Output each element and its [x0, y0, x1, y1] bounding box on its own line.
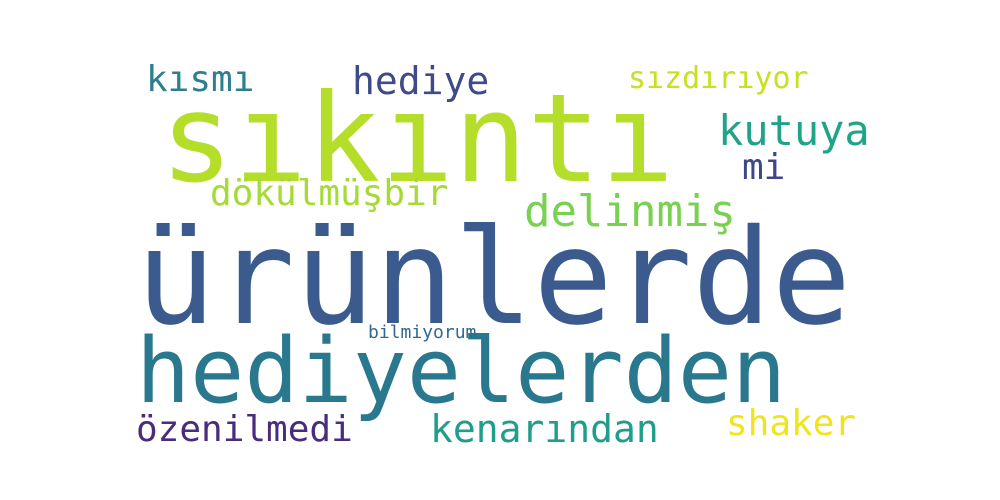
word-dokulmusbir: dökülmüşbir: [210, 173, 449, 214]
word-kenarindan: kenarından: [430, 407, 659, 451]
word-sikinti: sıkıntı: [160, 68, 675, 210]
word-urunlerde: ürünlerde: [136, 201, 852, 355]
word-kismi: kısmı: [146, 59, 255, 100]
word-shaker: shaker: [726, 403, 857, 444]
word-sizdiriyor: sızdırıyor: [628, 61, 809, 96]
word-kutuya: kutuya: [718, 106, 870, 155]
word-hediye: hediye: [352, 59, 490, 103]
word-hediyelerden: hediyelerden: [136, 319, 787, 424]
word-mi: mi: [742, 147, 786, 188]
word-bilmiyorum: bilmiyorum: [368, 322, 477, 343]
word-ozenilmedi: özenilmedi: [136, 409, 353, 450]
word-delinmis: delinmiş: [524, 186, 736, 237]
